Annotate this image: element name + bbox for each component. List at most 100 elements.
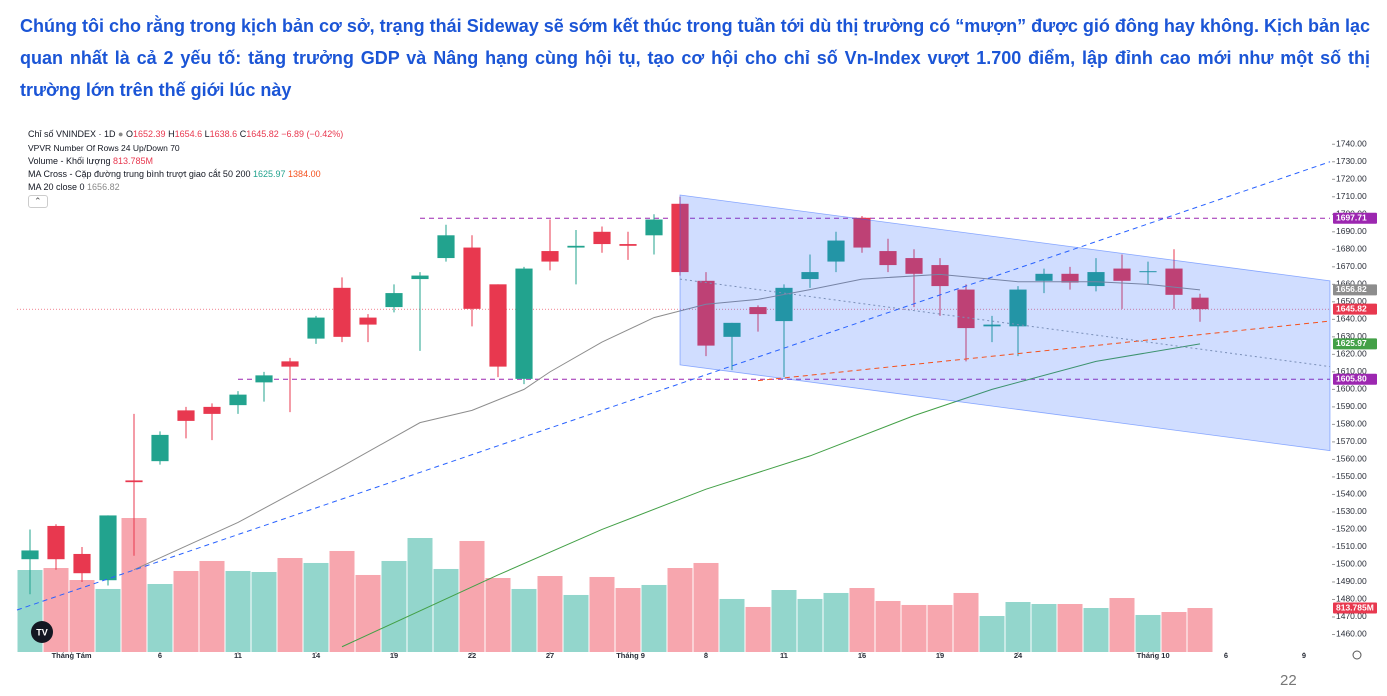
volume-bar <box>1057 604 1083 652</box>
x-tick-label: 27 <box>546 651 554 660</box>
volume-bar <box>693 562 719 652</box>
y-tick-label: 1490.00 <box>1336 576 1367 586</box>
candle-body <box>983 324 1001 327</box>
legend-ma-cross: MA Cross - Cặp đường trung bình trượt gi… <box>28 169 321 179</box>
volume-bar <box>641 584 667 652</box>
candle-body <box>593 231 611 245</box>
candle-body <box>151 434 169 462</box>
candle-body <box>1165 268 1183 295</box>
y-tick-label: 1680.00 <box>1336 244 1367 254</box>
ma-badge <box>1333 284 1377 296</box>
y-tick-label: 1640.00 <box>1336 314 1367 324</box>
x-tick-label: 11 <box>780 651 788 660</box>
legend-ma20-value: 1656.82 <box>87 182 120 192</box>
volume-bar <box>303 562 329 652</box>
level-badge-label: 1605.80 <box>1336 373 1367 383</box>
candle-body <box>1113 268 1131 281</box>
channel <box>679 194 1331 452</box>
candle-body <box>1061 273 1079 283</box>
x-tick-label: 6 <box>1224 651 1228 660</box>
candle-body <box>437 235 455 259</box>
legend-ma20: MA 20 close 0 1656.82 <box>28 182 120 192</box>
legend-symbol: Chỉ số VNINDEX · 1D <box>28 129 116 139</box>
volume-bar <box>537 576 563 652</box>
legend-o: O <box>126 129 134 139</box>
legend-l: L <box>204 129 210 139</box>
legend-vpvr: VPVR Number Of Rows 24 Up/Down 70 <box>28 143 180 153</box>
trend-line <box>679 278 1331 368</box>
volume-bar <box>563 594 589 652</box>
y-tick-label: 1580.00 <box>1336 419 1367 429</box>
y-tick-label: 1470.00 <box>1336 611 1367 621</box>
y-tick-label: 1620.00 <box>1336 349 1367 359</box>
volume-bar <box>381 560 407 652</box>
candle-body <box>73 553 91 574</box>
y-tick-label: 1570.00 <box>1336 436 1367 446</box>
y-tick-label: 1600.00 <box>1336 384 1367 394</box>
volume-bar <box>1187 608 1213 652</box>
ma-badge-label: 1656.82 <box>1336 284 1367 294</box>
settings-icon[interactable] <box>1352 650 1362 660</box>
x-tick-label: 11 <box>234 651 242 660</box>
candle-body <box>281 361 299 367</box>
x-tick-label: 14 <box>312 651 321 660</box>
candle-body <box>905 258 923 274</box>
y-tick-label: 1480.00 <box>1336 594 1367 604</box>
volume-bar <box>927 604 953 652</box>
candle-body <box>333 287 351 337</box>
volume-bar <box>251 572 277 652</box>
y-tick-label: 1720.00 <box>1336 174 1367 184</box>
y-tick-label: 1590.00 <box>1336 401 1367 411</box>
candle-body <box>411 275 429 280</box>
volume-bar <box>95 588 121 652</box>
candle-body <box>125 480 143 483</box>
volume-bar <box>355 574 381 652</box>
collapse-button[interactable]: ⌃ <box>28 195 48 208</box>
volume-badge <box>1333 602 1377 614</box>
candle-body <box>801 272 819 280</box>
x-tick-label: Tháng Tám <box>52 651 92 660</box>
candle-body <box>931 265 949 287</box>
volume-bar <box>719 598 745 652</box>
y-tick-label: 1670.00 <box>1336 261 1367 271</box>
candle-body <box>489 284 507 367</box>
y-tick-label: 1630.00 <box>1336 331 1367 341</box>
x-tick-label: 8 <box>704 651 708 660</box>
legend-h: H <box>168 129 175 139</box>
page-number: 22 <box>1280 672 1297 689</box>
volume-bar <box>667 568 693 652</box>
legend-line: Chỉ số VNINDEX · 1D ● O1652.39 H1654.6 L… <box>28 129 344 139</box>
volume-bar <box>147 584 173 652</box>
candle-body <box>723 322 741 337</box>
legend-c: C <box>239 129 247 139</box>
y-tick-label: 1560.00 <box>1336 454 1367 464</box>
legend-volume-text: Volume - Khối lượng <box>28 156 111 166</box>
x-tick-label: 22 <box>468 651 476 660</box>
candle-body <box>957 289 975 329</box>
volume-bar <box>1161 612 1187 652</box>
x-tick-label: 16 <box>858 651 866 660</box>
candle-body <box>385 293 403 308</box>
volume-bar <box>953 592 979 652</box>
trend-line <box>757 320 1331 382</box>
candle-body <box>177 410 195 421</box>
y-tick-label: 1610.00 <box>1336 366 1367 376</box>
x-tick-label: 24 <box>1014 651 1023 660</box>
candle-body <box>879 251 897 266</box>
candle-body <box>1035 273 1053 281</box>
trend-line <box>16 161 1331 611</box>
volume-bar <box>407 538 433 652</box>
level-badge <box>1333 212 1377 224</box>
volume-bar <box>173 570 199 652</box>
x-tick-label: 19 <box>936 651 944 660</box>
candle-body <box>47 525 65 560</box>
volume-bar <box>1005 602 1031 652</box>
candle-body <box>229 394 247 406</box>
x-tick-label: Tháng 10 <box>1137 651 1170 660</box>
y-tick-label: 1730.00 <box>1336 156 1367 166</box>
ma-line <box>341 343 1201 648</box>
volume-bar <box>1135 614 1161 652</box>
legend-l-value: 1638.6 <box>209 129 238 139</box>
volume-bar <box>589 576 615 652</box>
legend-ma50-value: 1625.97 <box>252 169 286 179</box>
